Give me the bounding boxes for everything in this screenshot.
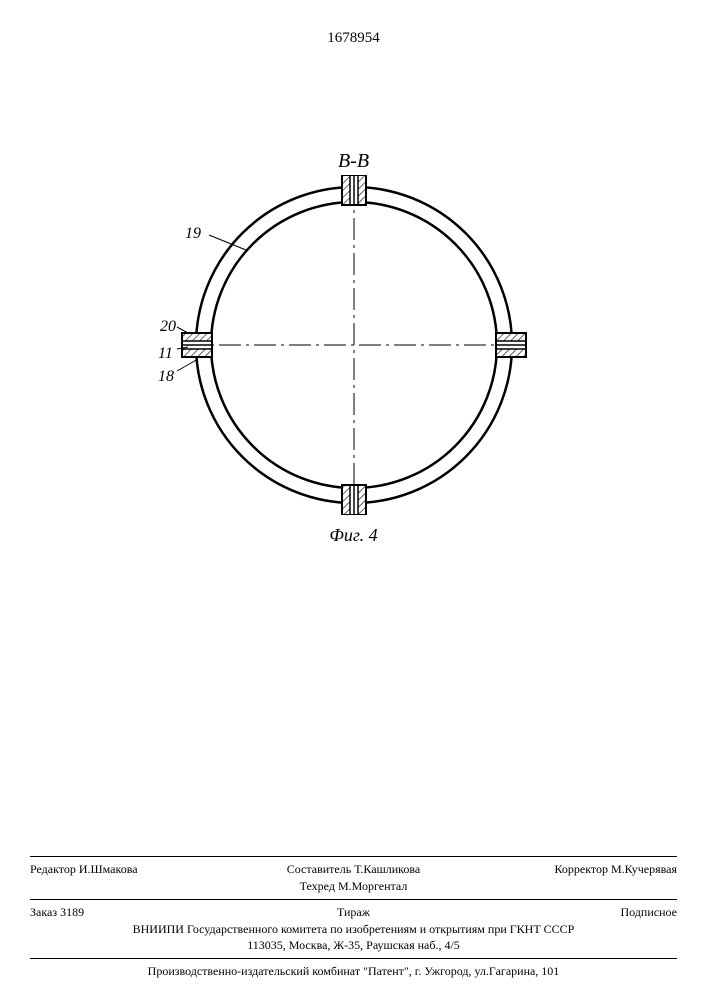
connector-right — [496, 333, 526, 357]
ref-label-18: 18 — [158, 368, 174, 386]
tirazh-label: Тираж — [337, 905, 370, 919]
editor-label: Редактор — [30, 862, 76, 876]
section-label: В-В — [338, 150, 369, 173]
ring-diagram — [174, 175, 534, 515]
ref-label-20: 20 — [160, 318, 176, 336]
leader-18 — [177, 359, 198, 371]
connector-top — [342, 175, 366, 205]
editor-name: И.Шмакова — [79, 862, 138, 876]
ref-label-11: 11 — [158, 345, 173, 363]
corrector-name: М.Кучерявая — [611, 862, 677, 876]
connector-left — [182, 333, 212, 357]
corrector-label: Корректор — [554, 862, 608, 876]
publisher: Производственно-издательский комбинат "П… — [30, 963, 677, 980]
order-label: Заказ — [30, 905, 57, 919]
techred-name: М.Моргентал — [338, 879, 407, 893]
compiler-label: Составитель — [287, 862, 351, 876]
page-number: 1678954 — [327, 30, 380, 47]
figure-label: Фиг. 4 — [329, 525, 377, 546]
leader-19 — [209, 235, 246, 250]
subscription-label: Подписное — [620, 905, 677, 919]
compiler-name: Т.Кашликова — [354, 862, 420, 876]
footer-block: Редактор И.Шмакова Составитель Т.Кашлико… — [30, 852, 677, 980]
ref-label-19: 19 — [185, 225, 201, 243]
order-number: 3189 — [60, 905, 84, 919]
connector-bottom — [342, 485, 366, 515]
address1: 113035, Москва, Ж-35, Раушская наб., 4/5 — [30, 937, 677, 954]
footer-editor: Редактор И.Шмакова — [30, 861, 232, 895]
techred-label: Техред — [300, 879, 335, 893]
org-line: ВНИИПИ Государственного комитета по изоб… — [30, 921, 677, 938]
